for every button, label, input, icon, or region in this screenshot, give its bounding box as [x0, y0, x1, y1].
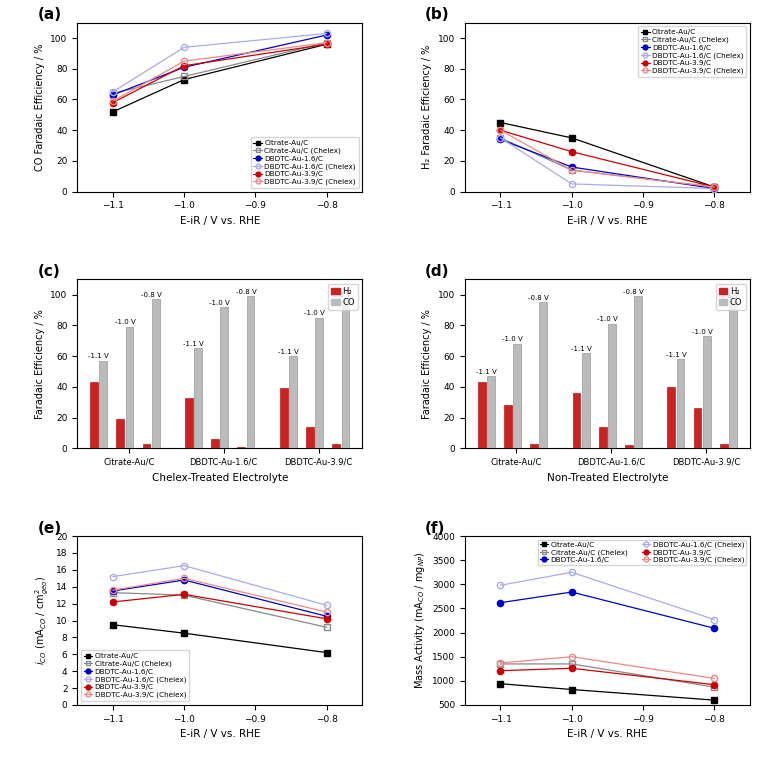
Text: -0.8 V: -0.8 V — [236, 289, 257, 295]
Bar — [237, 446, 245, 448]
Text: (b): (b) — [425, 8, 450, 23]
Bar — [342, 299, 349, 448]
Bar — [117, 419, 124, 448]
Text: -1.0 V: -1.0 V — [305, 310, 325, 316]
Text: (e): (e) — [37, 521, 62, 536]
Text: -0.8 V: -0.8 V — [330, 292, 351, 298]
Text: -1.0 V: -1.0 V — [502, 337, 523, 343]
Legend: Citrate-Au/C, Citrate-Au/C (Chelex), DBDTC-Au-1.6/C, DBDTC-Au-1.6/C (Chelex), DB: Citrate-Au/C, Citrate-Au/C (Chelex), DBD… — [537, 540, 746, 565]
Bar — [194, 349, 202, 448]
Bar — [211, 439, 219, 448]
Bar — [487, 376, 495, 448]
Bar — [504, 406, 512, 448]
Text: -1.0 V: -1.0 V — [209, 299, 230, 305]
Bar — [306, 427, 314, 448]
Legend: H₂, CO: H₂, CO — [328, 283, 358, 310]
Bar — [143, 443, 151, 448]
X-axis label: Non-Treated Electrolyte: Non-Treated Electrolyte — [547, 472, 668, 483]
Text: -0.8 V: -0.8 V — [718, 293, 739, 299]
Y-axis label: Faradaic Efficiency / %: Faradaic Efficiency / % — [35, 309, 45, 418]
Bar — [152, 299, 159, 448]
Bar — [625, 445, 633, 448]
Bar — [573, 393, 581, 448]
Y-axis label: Mass Activity (mA$_{CO}$ / mg$_{NP}$): Mass Activity (mA$_{CO}$ / mg$_{NP}$) — [413, 552, 427, 689]
Bar — [513, 344, 521, 448]
Bar — [220, 307, 228, 448]
Bar — [332, 443, 340, 448]
Y-axis label: $i_{CO}$ (mA$_{CO}$ / cm$^{2}_{geo}$): $i_{CO}$ (mA$_{CO}$ / cm$^{2}_{geo}$) — [33, 576, 50, 665]
Legend: H₂, CO: H₂, CO — [716, 283, 746, 310]
Text: -1.1 V: -1.1 V — [570, 346, 591, 352]
Text: -1.0 V: -1.0 V — [692, 329, 713, 335]
Text: -1.1 V: -1.1 V — [278, 349, 299, 355]
Bar — [185, 398, 193, 448]
Text: (c): (c) — [37, 264, 60, 279]
Bar — [608, 324, 616, 448]
Bar — [315, 318, 323, 448]
X-axis label: E-iR / V vs. RHE: E-iR / V vs. RHE — [179, 216, 260, 226]
Legend: Citrate-Au/C, Citrate-Au/C (Chelex), DBDTC-Au-1.6/C, DBDTC-Au-1.6/C (Chelex), DB: Citrate-Au/C, Citrate-Au/C (Chelex), DBD… — [638, 27, 746, 77]
Text: -1.1 V: -1.1 V — [88, 353, 109, 359]
Text: -1.0 V: -1.0 V — [114, 319, 135, 325]
Bar — [530, 443, 538, 448]
Bar — [540, 302, 547, 448]
Bar — [247, 296, 254, 448]
X-axis label: Chelex-Treated Electrolyte: Chelex-Treated Electrolyte — [152, 472, 288, 483]
Y-axis label: H₂ Faradaic Efficiency / %: H₂ Faradaic Efficiency / % — [422, 45, 432, 169]
Text: (d): (d) — [425, 264, 449, 279]
Bar — [90, 382, 98, 448]
Legend: Citrate-Au/C, Citrate-Au/C (Chelex), DBDTC-Au-1.6/C, DBDTC-Au-1.6/C (Chelex), DB: Citrate-Au/C, Citrate-Au/C (Chelex), DBD… — [250, 137, 359, 188]
Bar — [676, 359, 684, 448]
Bar — [703, 337, 710, 448]
Y-axis label: CO Faradaic Efficiency / %: CO Faradaic Efficiency / % — [35, 43, 45, 171]
X-axis label: E-iR / V vs. RHE: E-iR / V vs. RHE — [567, 729, 648, 739]
Bar — [478, 382, 485, 448]
Legend: Citrate-Au/C, Citrate-Au/C (Chelex), DBDTC-Au-1.6/C, DBDTC-Au-1.6/C (Chelex), DB: Citrate-Au/C, Citrate-Au/C (Chelex), DBD… — [81, 650, 189, 701]
X-axis label: E-iR / V vs. RHE: E-iR / V vs. RHE — [179, 729, 260, 739]
Text: -0.8 V: -0.8 V — [141, 292, 162, 298]
Bar — [729, 301, 737, 448]
Bar — [720, 443, 727, 448]
Text: -1.1 V: -1.1 V — [183, 341, 204, 347]
X-axis label: E-iR / V vs. RHE: E-iR / V vs. RHE — [567, 216, 648, 226]
Y-axis label: Faradaic Efficiency / %: Faradaic Efficiency / % — [422, 309, 432, 418]
Text: -0.8 V: -0.8 V — [528, 295, 549, 301]
Bar — [634, 296, 642, 448]
Bar — [126, 327, 134, 448]
Bar — [668, 387, 676, 448]
Bar — [582, 353, 590, 448]
Text: -1.1 V: -1.1 V — [476, 368, 497, 374]
Text: -1.1 V: -1.1 V — [666, 352, 686, 358]
Bar — [693, 409, 701, 448]
Bar — [599, 427, 607, 448]
Text: -1.0 V: -1.0 V — [597, 316, 618, 322]
Bar — [289, 356, 297, 448]
Text: (f): (f) — [425, 521, 445, 536]
Text: -0.8 V: -0.8 V — [623, 289, 644, 295]
Bar — [100, 361, 107, 448]
Bar — [280, 388, 288, 448]
Text: (a): (a) — [37, 8, 62, 23]
